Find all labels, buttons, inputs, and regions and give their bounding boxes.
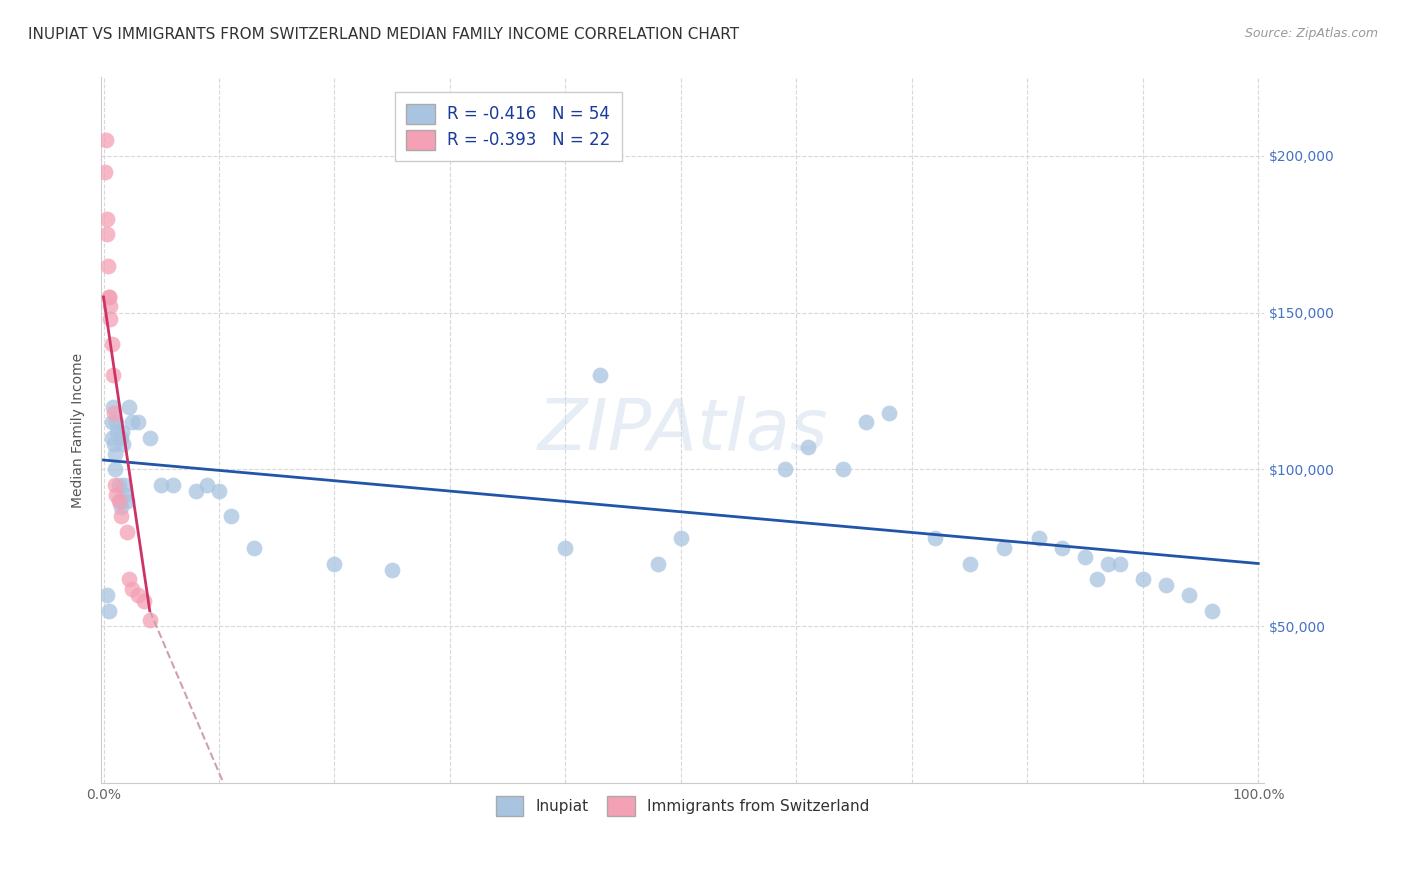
Point: [219, 509, 242, 524]
Point: [96, 588, 118, 602]
Point: [1201, 603, 1223, 617]
Point: [121, 416, 143, 430]
Point: [111, 425, 134, 439]
Point: [107, 478, 129, 492]
Point: [831, 462, 853, 476]
Point: [208, 484, 231, 499]
Point: [101, 368, 124, 383]
Point: [97, 259, 120, 273]
Point: [554, 541, 576, 555]
Text: INUPIAT VS IMMIGRANTS FROM SWITZERLAND MEDIAN FAMILY INCOME CORRELATION CHART: INUPIAT VS IMMIGRANTS FROM SWITZERLAND M…: [28, 27, 740, 42]
Point: [96, 227, 118, 242]
Point: [100, 312, 122, 326]
Point: [105, 487, 128, 501]
Point: [647, 557, 669, 571]
Point: [100, 416, 122, 430]
Text: ZIPAtlas: ZIPAtlas: [537, 396, 828, 465]
Point: [669, 532, 692, 546]
Point: [242, 541, 264, 555]
Point: [112, 437, 135, 451]
Point: [773, 462, 796, 476]
Text: Source: ZipAtlas.com: Source: ZipAtlas.com: [1244, 27, 1378, 40]
Point: [108, 493, 131, 508]
Point: [110, 500, 132, 514]
Point: [132, 594, 155, 608]
Point: [105, 425, 128, 439]
Point: [100, 337, 122, 351]
Point: [1097, 557, 1119, 571]
Point: [1028, 532, 1050, 546]
Point: [150, 478, 173, 492]
Point: [105, 416, 128, 430]
Point: [121, 582, 143, 596]
Point: [1085, 572, 1108, 586]
Point: [115, 493, 138, 508]
Point: [197, 478, 219, 492]
Point: [184, 484, 207, 499]
Point: [110, 509, 132, 524]
Point: [103, 437, 125, 451]
Point: [127, 588, 149, 602]
Point: [138, 613, 160, 627]
Point: [118, 572, 141, 586]
Point: [993, 541, 1015, 555]
Point: [98, 290, 121, 304]
Point: [93, 164, 115, 178]
Point: [127, 416, 149, 430]
Point: [104, 462, 127, 476]
Point: [98, 290, 121, 304]
Point: [797, 441, 820, 455]
Point: [118, 400, 141, 414]
Point: [959, 557, 981, 571]
Point: [1178, 588, 1201, 602]
Point: [110, 431, 132, 445]
Point: [855, 416, 877, 430]
Point: [101, 400, 124, 414]
Point: [924, 532, 946, 546]
Point: [100, 431, 122, 445]
Point: [1074, 550, 1097, 565]
Point: [104, 447, 127, 461]
Point: [96, 211, 118, 226]
Point: [103, 406, 125, 420]
Point: [114, 487, 136, 501]
Point: [94, 133, 117, 147]
Point: [98, 603, 121, 617]
Point: [323, 557, 346, 571]
Point: [1132, 572, 1154, 586]
Point: [1050, 541, 1073, 555]
Point: [381, 563, 404, 577]
Point: [589, 368, 612, 383]
Point: [104, 478, 127, 492]
Point: [1154, 578, 1177, 592]
Point: [107, 493, 129, 508]
Point: [100, 299, 122, 313]
Point: [877, 406, 900, 420]
Y-axis label: Median Family Income: Median Family Income: [72, 352, 86, 508]
Point: [162, 478, 184, 492]
Point: [115, 525, 138, 540]
Point: [112, 478, 135, 492]
Point: [1108, 557, 1130, 571]
Legend: Inupiat, Immigrants from Switzerland: Inupiat, Immigrants from Switzerland: [486, 787, 879, 825]
Point: [138, 431, 160, 445]
